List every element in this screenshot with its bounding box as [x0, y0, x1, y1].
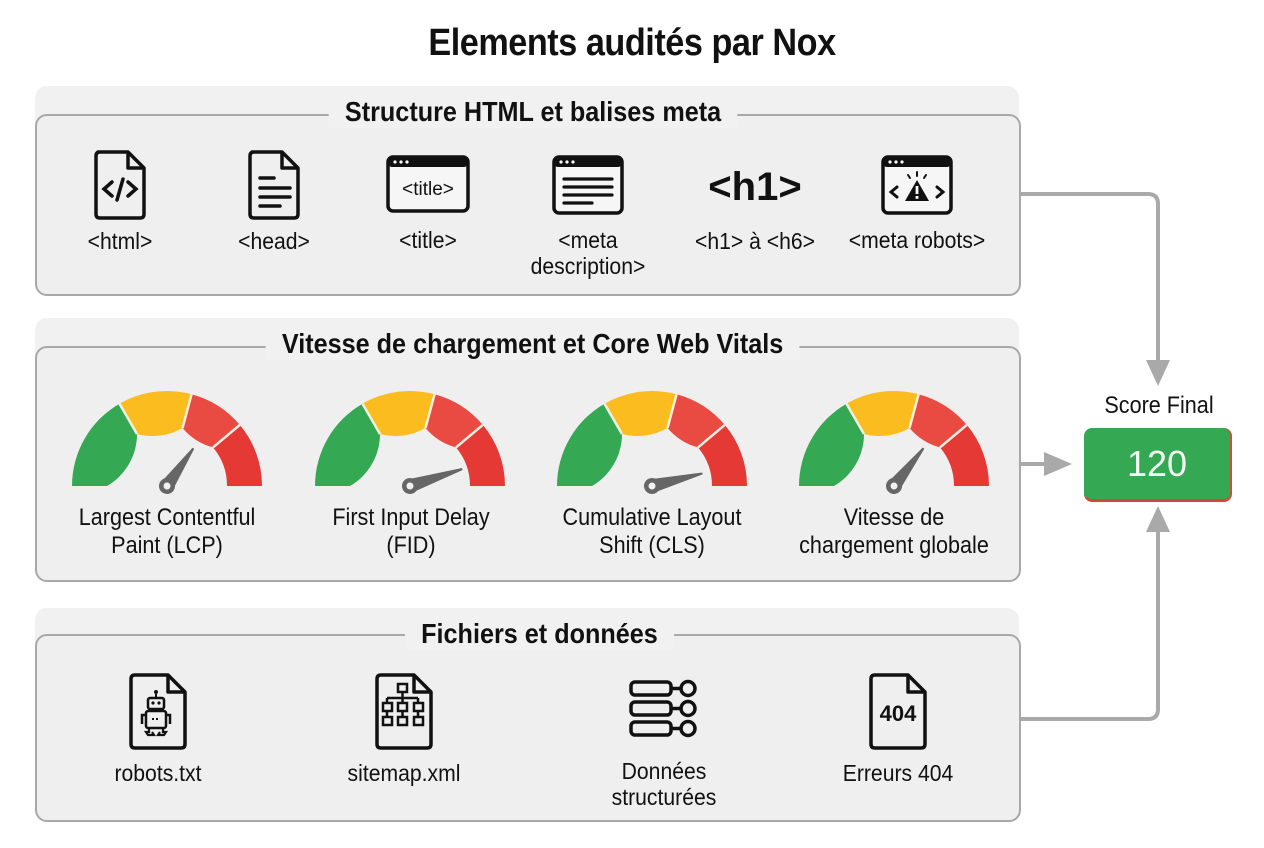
section-files-data	[35, 634, 1021, 822]
item-meta-description: <meta description>	[518, 155, 658, 279]
item-title: <title> <title>	[368, 155, 488, 253]
gauge-needle-icon	[886, 447, 925, 494]
structured-data-icon	[629, 679, 697, 738]
gauge-label-lcp: Largest Contentful Paint (LCP)	[78, 504, 256, 559]
svg-text:404: 404	[880, 701, 917, 726]
gauge-label-fid: First Input Delay (FID)	[332, 504, 490, 559]
file-text-icon	[248, 150, 300, 220]
item-robots-txt: robots.txt	[88, 672, 228, 786]
browser-title-icon: <title>	[386, 155, 470, 213]
section-title-html-meta: Structure HTML et balises meta	[328, 96, 738, 128]
item-structured-data: Données structurées	[594, 678, 734, 810]
item-html: <html>	[60, 148, 180, 254]
gauge-label-global-speed: Vitesse de chargement globale	[799, 504, 989, 559]
file-code-icon	[94, 150, 146, 220]
score-label: Score Final	[1104, 392, 1214, 419]
svg-text:<title>: <title>	[402, 179, 454, 200]
gauge-fid	[313, 389, 507, 494]
sitemap-file-icon	[375, 673, 433, 750]
robot-file-icon	[129, 673, 187, 750]
file-404-icon: 404	[869, 673, 927, 750]
diagram-title: Elements audités par Nox	[428, 22, 836, 64]
section-title-web-vitals: Vitesse de chargement et Core Web Vitals	[265, 328, 800, 360]
item-head: <head>	[214, 148, 334, 254]
gauge-cls	[555, 389, 749, 494]
gauge-needle-icon	[644, 472, 703, 494]
gauge-label-cls: Cumulative Layout Shift (CLS)	[562, 504, 742, 559]
h1-tag-icon: <h1>	[708, 165, 801, 209]
item-sitemap-xml: sitemap.xml	[334, 672, 474, 786]
section-title-files-data: Fichiers et données	[404, 618, 675, 650]
item-headings: <h1> <h1> à <h6>	[680, 160, 830, 254]
gauge-needle-icon	[159, 447, 195, 494]
arrow-down-icon	[1146, 360, 1170, 386]
score-value-badge: 120	[1084, 428, 1232, 502]
svg-text:<h1>: <h1>	[708, 165, 801, 209]
gauge-lcp	[70, 389, 264, 494]
item-meta-robots: <meta robots>	[832, 155, 1002, 253]
gauge-needle-icon	[402, 468, 463, 494]
arrow-right-icon	[1044, 452, 1072, 476]
section-web-vitals	[35, 346, 1021, 582]
section-html-meta	[35, 114, 1021, 296]
browser-text-icon	[552, 155, 624, 215]
gauge-global-speed	[797, 389, 991, 494]
arrow-up-icon	[1146, 506, 1170, 532]
browser-warning-icon	[881, 155, 953, 215]
item-404-errors: 404 Erreurs 404	[828, 672, 968, 786]
